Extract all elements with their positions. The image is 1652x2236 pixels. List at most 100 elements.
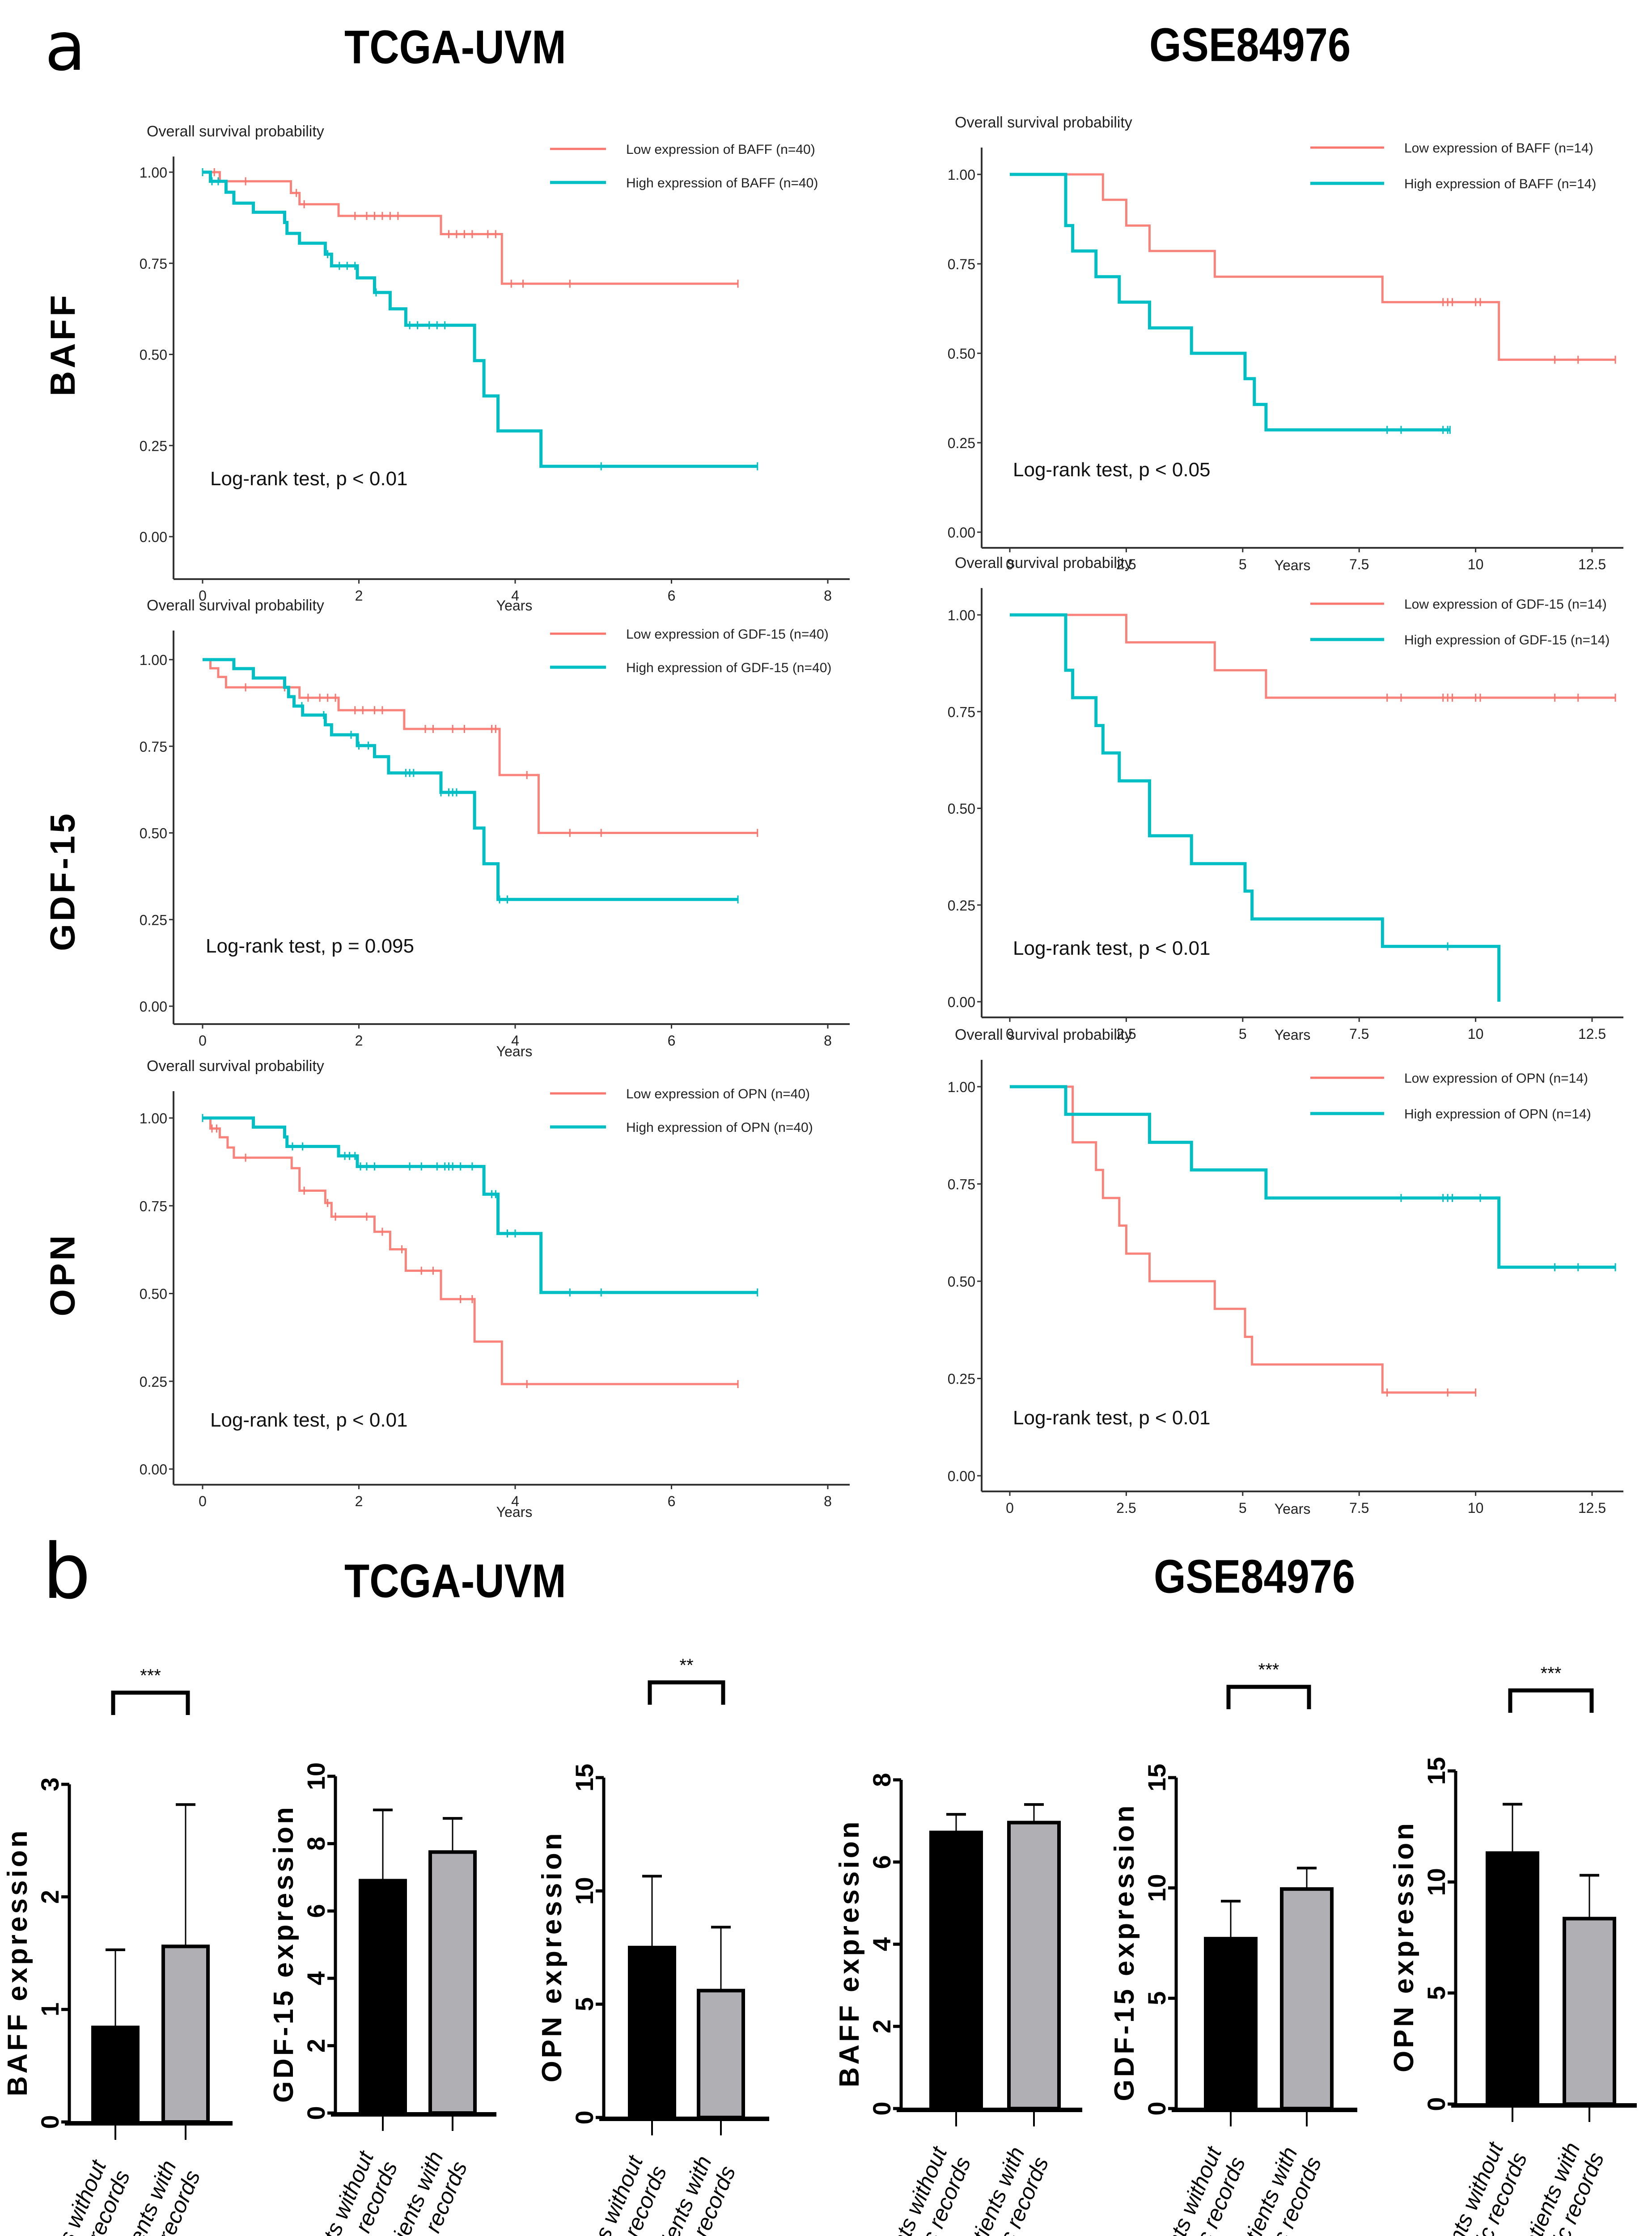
x-tick-label: 6: [668, 1493, 676, 1509]
legend-label-low: Low expression of OPN (n=40): [626, 1087, 810, 1101]
panel-a-title-tcga: TCGA-UVM: [344, 21, 566, 74]
y-axis-label: GDF-15 expression: [1109, 1803, 1140, 2101]
km-chart-tcga-baff: Overall survival probability 0.00 0.25 0.50…: [140, 123, 850, 614]
y-tick-label: 10: [302, 1762, 330, 1790]
y-tick-label: 1.00: [948, 167, 975, 183]
y-tick-label: 5: [1143, 1991, 1171, 2005]
y-tick-label: 0.00: [140, 999, 167, 1015]
x-tick-label: 6: [668, 588, 676, 604]
panel-a-letter: a: [45, 8, 86, 86]
y-tick-label: 5: [1422, 1986, 1450, 2000]
x-axis-label: Years: [496, 1043, 533, 1059]
category-label-text: Patients withoutmetastatic recordsPatien…: [857, 2142, 976, 2236]
y-tick-label: 15: [1422, 1757, 1450, 1785]
y-axis-label: Overall survival probability: [147, 597, 324, 614]
y-axis-label: GDF-15 expression: [268, 1804, 299, 2103]
significance-bracket: [111, 1690, 190, 1715]
survival-curve-high: [1010, 173, 1450, 432]
y-tick-label: 0.00: [140, 529, 167, 545]
x-tick-label: 0: [199, 588, 207, 604]
bar-without-metastasis: [359, 1879, 407, 2115]
significance-bracket: [648, 1680, 725, 1705]
y-tick-label: 0.00: [948, 994, 975, 1010]
y-tick-label: 0.50: [140, 1286, 167, 1302]
y-tick-label: 1.00: [140, 165, 167, 181]
y-tick-label: 2: [36, 1890, 64, 1904]
x-tick-label: 0: [199, 1493, 207, 1509]
y-tick-label: 0: [570, 2110, 598, 2124]
x-tick-label: 2: [355, 1033, 363, 1049]
y-axis-label: BAFF expression: [2, 1828, 33, 2096]
bar-with-metastasis: [161, 1944, 210, 2124]
x-tick-label: 6: [668, 1033, 676, 1049]
significance-label: ***: [140, 1666, 161, 1685]
category-label: Patients withoutmetastatic recordsPatien…: [1414, 2138, 1532, 2236]
legend-label-low: Low expression of OPN (n=14): [1404, 1071, 1588, 1086]
y-tick-label: 0.50: [140, 826, 167, 842]
survival-curve-low: [203, 658, 758, 834]
category-label: Patients withoutmetastatic recordsPatien…: [857, 2142, 976, 2236]
significance-bracket: [1508, 1688, 1594, 1713]
x-tick-label: 10: [1468, 556, 1484, 572]
y-tick-label: 0.00: [948, 1468, 975, 1484]
x-tick-label: 5: [1239, 556, 1247, 572]
y-axis-label: Overall survival probability: [147, 123, 324, 140]
x-tick-label: 7.5: [1349, 1500, 1369, 1516]
y-tick-label: 0.75: [948, 1177, 975, 1193]
category-label: Patients withoutmetastatic recordsPatien…: [284, 2147, 402, 2236]
y-tick-label: 2: [302, 2039, 330, 2053]
log-rank-annotation: Log-rank test, p < 0.05: [1013, 459, 1211, 481]
significance-label: ***: [1258, 1660, 1279, 1680]
legend-label-high: High expression of BAFF (n=40): [626, 176, 818, 191]
x-tick-label: 2.5: [1116, 1500, 1136, 1516]
y-tick-label: 4: [868, 1937, 896, 1951]
x-tick-label: 8: [824, 588, 832, 604]
x-tick-label: 2.5: [1116, 1026, 1136, 1042]
x-tick-label: 8: [824, 1493, 832, 1509]
y-axis-label: OPN expression: [537, 1831, 568, 2083]
log-rank-annotation: Log-rank test, p < 0.01: [1013, 1407, 1211, 1429]
y-tick-label: 1.00: [948, 1079, 975, 1095]
x-tick-label: 4: [511, 588, 519, 604]
x-tick-label: 2: [355, 588, 363, 604]
legend-label-low: Low expression of GDF-15 (n=14): [1404, 597, 1607, 612]
category-label-text: Patients withoutmetastatic recordsPatien…: [284, 2147, 402, 2236]
bar-without-metastasis: [1204, 1937, 1258, 2111]
x-tick-label: 0: [1006, 1500, 1014, 1516]
x-tick-label: 8: [824, 1033, 832, 1049]
bar-without-metastasis: [929, 1830, 983, 2111]
bar-with-metastasis: [1280, 1887, 1334, 2111]
y-tick-label: 0.75: [140, 256, 167, 272]
x-tick-label: 4: [511, 1493, 519, 1509]
bar-without-metastasis: [628, 1946, 676, 2119]
y-tick-label: 0.50: [948, 346, 975, 362]
y-tick-label: 0.25: [948, 1371, 975, 1387]
significance-label: **: [679, 1656, 693, 1675]
panel-b-title-tcga: TCGA-UVM: [344, 1555, 566, 1608]
x-axis-label: Years: [1275, 557, 1311, 573]
y-tick-label: 0.75: [948, 256, 975, 272]
category-label-text: Patients withoutmetastatic recordsPatien…: [1414, 2138, 1532, 2236]
x-tick-label: 7.5: [1349, 1026, 1369, 1042]
bar-chart-gse-opn: 0 5 10 15 OPN expression Patients withoutmeta…: [1389, 1664, 1637, 2236]
x-tick-label: 0: [1006, 556, 1014, 572]
y-axis-label: Overall survival probability: [955, 1026, 1132, 1043]
y-tick-label: 0: [302, 2106, 330, 2120]
legend-label-high: High expression of OPN (n=40): [626, 1120, 813, 1135]
km-chart-tcga-gdf15: Overall survival probability 0.00 0.25 0.50…: [140, 597, 850, 1059]
y-tick-label: 0: [868, 2101, 896, 2115]
x-axis-label: Years: [496, 1504, 533, 1520]
y-tick-label: 0.75: [948, 704, 975, 720]
km-chart-gse-gdf15: Overall survival probability 0.00 0.25 0.50…: [948, 555, 1623, 1043]
survival-curve-high: [1010, 613, 1501, 1002]
survival-curve-low: [203, 171, 738, 285]
y-tick-label: 0.00: [140, 1461, 167, 1478]
x-tick-label: 0: [199, 1033, 207, 1049]
bar-with-metastasis: [1563, 1917, 1616, 2106]
y-axis-label: BAFF expression: [834, 1819, 865, 2088]
panel-b-letter: b: [42, 1528, 91, 1616]
y-tick-label: 0: [36, 2115, 64, 2129]
y-tick-label: 0.25: [948, 898, 975, 914]
bar-without-metastasis: [91, 2025, 140, 2124]
